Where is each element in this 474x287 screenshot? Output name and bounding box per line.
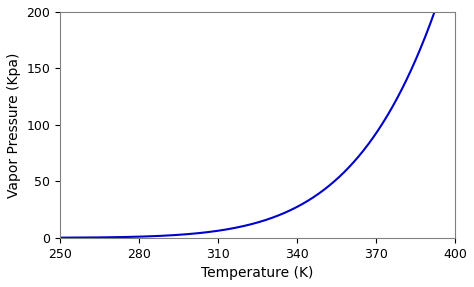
Y-axis label: Vapor Pressure (Kpa): Vapor Pressure (Kpa) [7, 52, 21, 197]
X-axis label: Temperature (K): Temperature (K) [201, 266, 314, 280]
